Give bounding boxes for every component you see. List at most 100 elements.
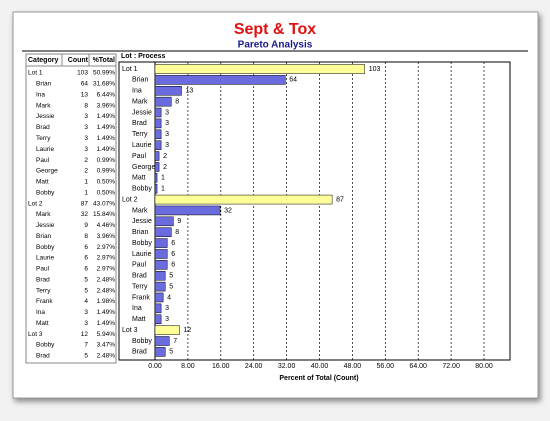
category-label: Brad (132, 120, 147, 127)
data-label: 87 (336, 196, 344, 203)
x-axis-title: Percent of Total (Count) (279, 375, 358, 382)
table-cell: 2.97% (97, 266, 116, 273)
category-label: Frank (132, 294, 150, 301)
table-cell: Bobby (36, 189, 55, 196)
table-cell: 0.99% (97, 157, 116, 164)
subtitle: Pareto Analysis (238, 40, 313, 51)
panel-label: Lot : Process (121, 53, 165, 60)
bar (154, 129, 162, 140)
category-label: Ina (132, 305, 142, 312)
data-label: 5 (169, 273, 173, 280)
data-label: 2 (163, 164, 167, 171)
table-cell: Jessie (36, 222, 55, 229)
category-label: Brad (132, 349, 147, 356)
x-tick-label: 80.00 (475, 363, 493, 370)
bar (154, 238, 168, 248)
category-label: Terry (132, 131, 148, 138)
category-label: Bobby (132, 240, 152, 247)
title: Sept & Tox (234, 21, 316, 38)
data-label: 13 (185, 88, 193, 95)
category-label: Brad (132, 273, 147, 280)
table-cell: 3.47% (97, 342, 116, 349)
bar (154, 86, 182, 96)
bar (154, 292, 164, 303)
bar (154, 347, 166, 357)
table-cell: 0.50% (97, 189, 116, 196)
table-cell: Brian (36, 233, 52, 240)
table-cell: 2.48% (97, 353, 116, 360)
table-cell: 9 (84, 222, 88, 229)
table-cell: 5 (84, 287, 88, 294)
data-label: 12 (183, 327, 191, 334)
data-label: 1 (161, 186, 165, 193)
bar (154, 205, 221, 216)
bar (154, 281, 166, 292)
table-cell: 13 (81, 91, 89, 98)
table-cell: 2.97% (97, 255, 116, 262)
table-cell: 103 (77, 70, 88, 77)
table-cell: 3 (84, 113, 88, 120)
table-cell: 5.94% (97, 331, 116, 338)
table-cell: Brad (36, 276, 50, 283)
category-label: Bobby (132, 186, 152, 193)
table-cell: Terry (36, 135, 51, 142)
bar (154, 107, 162, 118)
x-tick-label: 48.00 (344, 363, 362, 370)
bar (154, 249, 168, 259)
table-cell: Paul (36, 157, 50, 164)
x-tick-label: 64.00 (409, 363, 427, 370)
category-label: Jessie (132, 109, 152, 116)
table-cell: 32 (81, 211, 89, 218)
category-label: Mark (132, 207, 148, 214)
x-tick-label: 32.00 (278, 363, 296, 370)
table-cell: 7 (84, 342, 88, 349)
table-cell: 1.49% (97, 135, 116, 142)
table-cell: 3 (84, 135, 88, 142)
table-cell: 43.07% (93, 200, 115, 207)
table-cell: 1 (84, 189, 88, 196)
table-cell: Brad (36, 353, 50, 360)
table-cell: 2.48% (97, 287, 116, 294)
table-cell: 31.68% (93, 81, 115, 88)
table-cell: 6 (84, 244, 88, 251)
category-label: Brian (132, 77, 148, 84)
table-cell: Jessie (36, 113, 55, 120)
table-cell: Lot 2 (28, 200, 43, 207)
table-cell: Frank (36, 298, 53, 305)
data-label: 1 (161, 175, 165, 182)
table-cell: 6 (84, 255, 88, 262)
table-cell: 4 (84, 298, 88, 305)
table-cell: 0.99% (97, 168, 116, 175)
table-cell: 3 (84, 124, 88, 131)
table-cell: 4.46% (97, 222, 116, 229)
category-label: Lot 3 (122, 327, 138, 334)
category-label: Paul (132, 262, 146, 269)
bar (154, 96, 172, 107)
table-cell: 5 (84, 276, 88, 283)
table-cell: 1 (84, 179, 88, 186)
bar (154, 314, 162, 324)
category-label: Paul (132, 153, 146, 160)
bar (154, 270, 166, 281)
column-header: %Total (93, 57, 115, 64)
plot-frame (118, 61, 511, 361)
data-label: 7 (173, 338, 177, 345)
table-cell: 2.97% (97, 244, 116, 251)
data-label: 8 (175, 98, 179, 105)
table-cell: Paul (36, 266, 50, 273)
table-cell: Matt (36, 179, 49, 186)
bar (154, 260, 168, 270)
table-cell: 1.49% (97, 113, 116, 120)
table-cell: Mark (36, 211, 51, 218)
data-label: 3 (165, 120, 169, 127)
category-label: Lot 1 (122, 66, 138, 73)
category-label: Ina (132, 88, 142, 95)
category-label: Terry (132, 283, 148, 290)
bar (154, 173, 158, 183)
table-cell: 12 (81, 331, 89, 338)
table-cell: 8 (84, 102, 88, 109)
category-label: Mark (132, 98, 148, 105)
category-label: Laurie (132, 251, 152, 258)
bar (154, 162, 160, 172)
